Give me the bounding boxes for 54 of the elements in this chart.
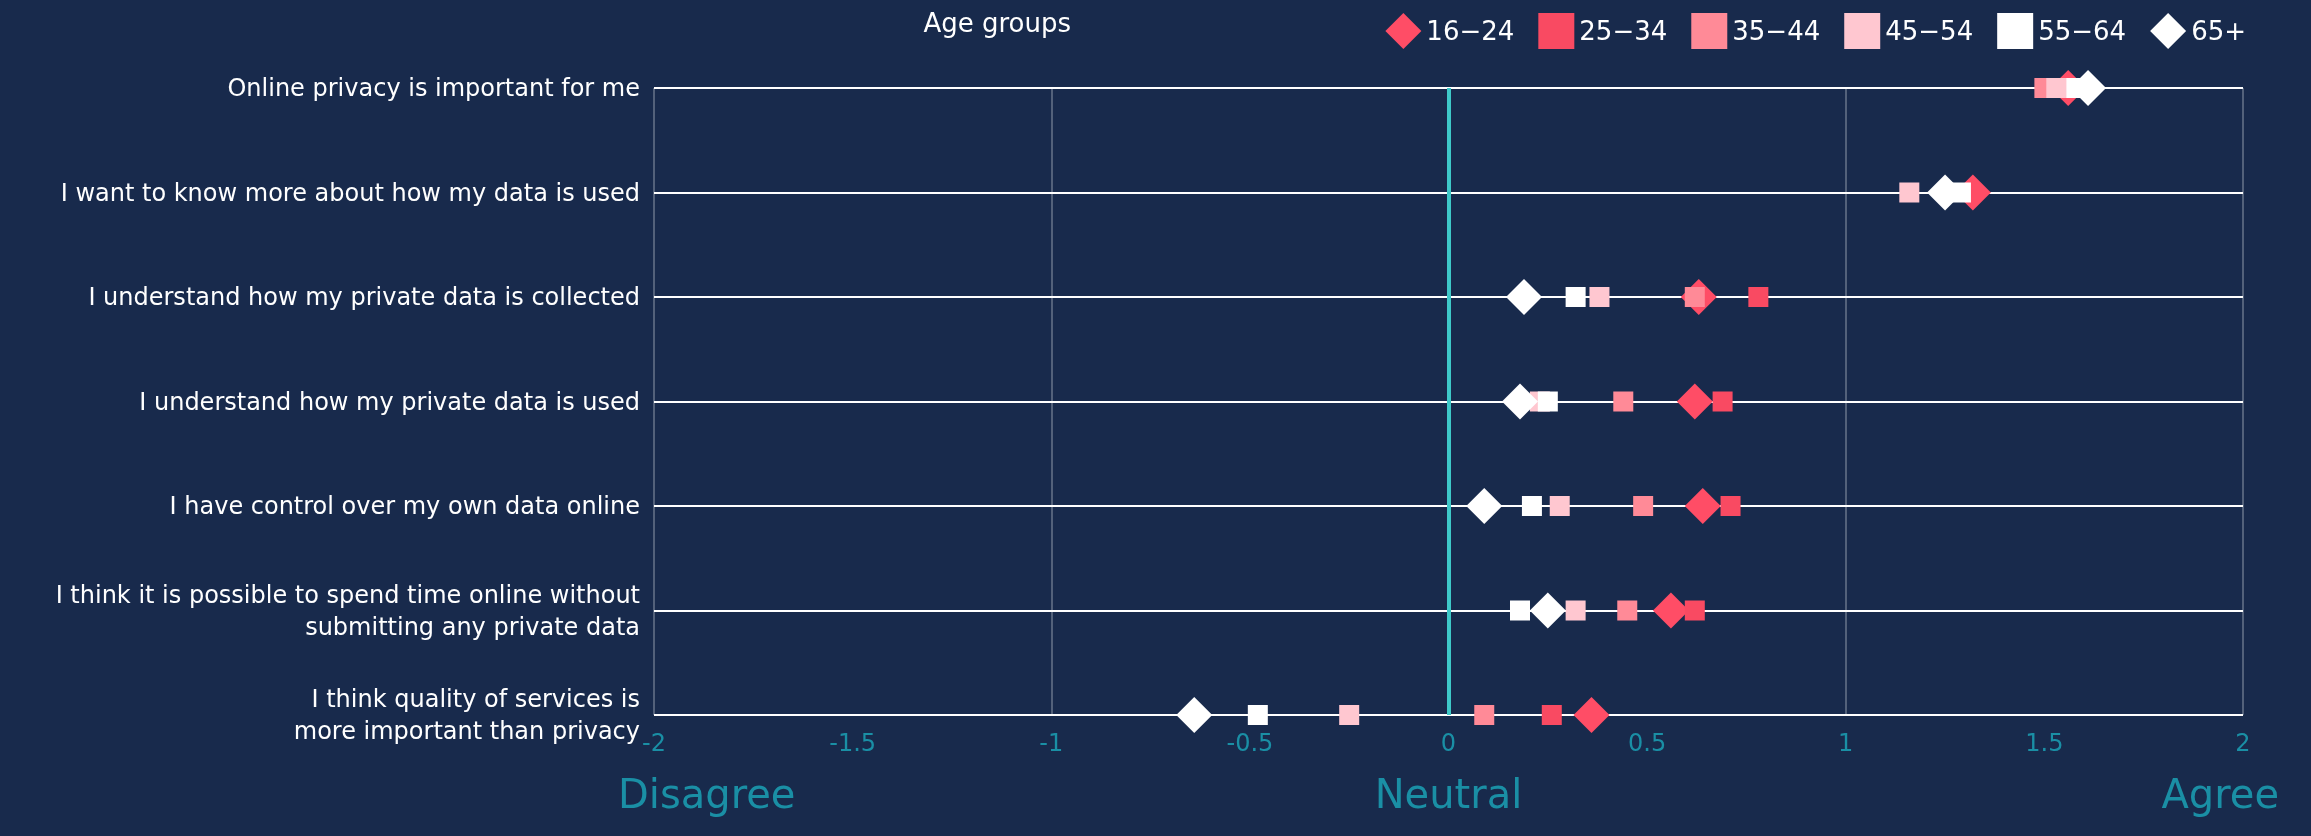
point bbox=[1684, 488, 1721, 524]
x-tick-label: -1 bbox=[1039, 729, 1064, 757]
point bbox=[1573, 697, 1610, 733]
point bbox=[1712, 391, 1733, 412]
x-tick-label: 1.5 bbox=[2025, 729, 2064, 757]
legend-title: Age groups bbox=[923, 8, 1071, 38]
point bbox=[1502, 383, 1539, 420]
point bbox=[1684, 600, 1705, 621]
legend-label: 25−34 bbox=[1579, 16, 1668, 46]
legend-label: 65+ bbox=[2191, 16, 2247, 46]
point bbox=[1176, 697, 1213, 733]
point bbox=[1549, 496, 1570, 516]
point bbox=[1247, 705, 1268, 725]
x-tick-label: 2 bbox=[2235, 729, 2251, 757]
point bbox=[1676, 383, 1713, 420]
point bbox=[1505, 279, 1542, 315]
y-tick-label: I want to know more about how my data is used bbox=[60, 178, 640, 207]
point bbox=[1720, 496, 1741, 516]
legend-label: 45−54 bbox=[1885, 16, 1974, 46]
x-tick-label: 1 bbox=[1838, 729, 1854, 757]
point bbox=[2046, 78, 2067, 98]
point bbox=[1899, 182, 1920, 203]
x-tick-label: 0 bbox=[1440, 729, 1457, 757]
y-tick-label: Online privacy is important for me bbox=[227, 74, 640, 102]
legend-label: 16−24 bbox=[1426, 16, 1515, 46]
point bbox=[1613, 391, 1634, 412]
annotation: Agree bbox=[2161, 771, 2279, 817]
point bbox=[1748, 287, 1769, 307]
x-tick-label: -2 bbox=[642, 729, 666, 757]
point bbox=[1589, 287, 1610, 307]
point bbox=[1466, 488, 1503, 524]
point bbox=[1617, 600, 1638, 621]
y-tick-label: I think quality of services is more important than privacy bbox=[293, 685, 640, 745]
legend-label: 55−64 bbox=[2038, 16, 2127, 46]
y-tick-label: I understand how my private data is collected bbox=[88, 283, 640, 311]
point bbox=[1633, 496, 1654, 516]
x-tick-label: -1.5 bbox=[829, 729, 877, 757]
point bbox=[1565, 600, 1586, 621]
point bbox=[1541, 705, 1562, 725]
annotation: Neutral bbox=[1374, 771, 1523, 817]
point bbox=[1537, 391, 1558, 412]
point bbox=[1565, 287, 1586, 307]
y-tick-label: I understand how my private data is used bbox=[139, 387, 640, 416]
point bbox=[1529, 592, 1566, 629]
annotation: Disagree bbox=[618, 771, 796, 817]
point bbox=[1474, 705, 1495, 725]
point bbox=[1521, 496, 1542, 516]
point bbox=[1339, 705, 1360, 725]
point bbox=[1510, 600, 1531, 621]
x-tick-label: -0.5 bbox=[1226, 729, 1274, 757]
y-tick-label: I have control over my own data online bbox=[169, 492, 640, 520]
legend-label: 35−44 bbox=[1732, 16, 1821, 46]
y-tick-label: I think it is possible to spend time online without submitting any private data bbox=[55, 580, 640, 641]
x-tick-label: 0.5 bbox=[1628, 729, 1667, 757]
